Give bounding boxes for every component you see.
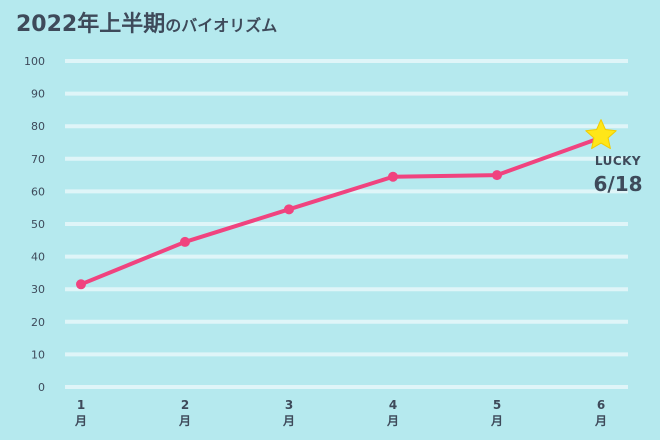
y-axis: 0 10 20 30 40 50 60 70 80 90 100 (24, 55, 45, 394)
y-tick-label: 70 (31, 153, 45, 166)
x-tick-label: 2 (181, 398, 189, 412)
y-tick-label: 50 (31, 218, 45, 231)
data-point (388, 171, 398, 182)
x-tick-label: 1 (77, 398, 85, 412)
data-point (76, 279, 86, 290)
title-main: 2022年上半期 (16, 12, 166, 37)
y-tick-label: 10 (31, 348, 45, 361)
y-tick-label: 20 (31, 316, 45, 329)
lucky-star-icon (585, 119, 617, 150)
y-tick-label: 100 (24, 55, 45, 68)
data-point (284, 204, 294, 215)
y-tick-label: 90 (31, 88, 45, 101)
title-sub: のバイオリズム (165, 16, 278, 35)
data-point (180, 236, 190, 247)
x-tick-unit: 月 (178, 414, 191, 428)
chart-title: 2022年上半期のバイオリズム (16, 6, 277, 38)
x-axis: 1 月 2 月 3 月 4 月 5 月 6 月 (74, 398, 607, 428)
x-tick-label: 3 (285, 398, 293, 412)
x-tick-unit: 月 (282, 414, 295, 428)
y-tick-label: 80 (31, 120, 45, 133)
x-tick-unit: 月 (490, 414, 503, 428)
x-tick-label: 6 (597, 398, 605, 412)
grid-lines (65, 59, 628, 389)
lucky-label: LUCKY (595, 154, 641, 168)
x-tick-label: 4 (389, 398, 397, 412)
star-marker (585, 119, 617, 150)
x-tick-label: 5 (493, 398, 501, 412)
y-tick-label: 30 (31, 283, 45, 296)
data-points (76, 170, 502, 290)
lucky-date: 6/18 (593, 172, 642, 196)
y-tick-label: 60 (31, 185, 45, 198)
data-point (492, 170, 502, 181)
y-tick-label: 40 (31, 251, 45, 264)
x-tick-unit: 月 (74, 414, 87, 428)
x-tick-unit: 月 (386, 414, 399, 428)
y-tick-label: 0 (38, 381, 45, 394)
series-line (79, 135, 603, 287)
x-tick-unit: 月 (594, 414, 607, 428)
